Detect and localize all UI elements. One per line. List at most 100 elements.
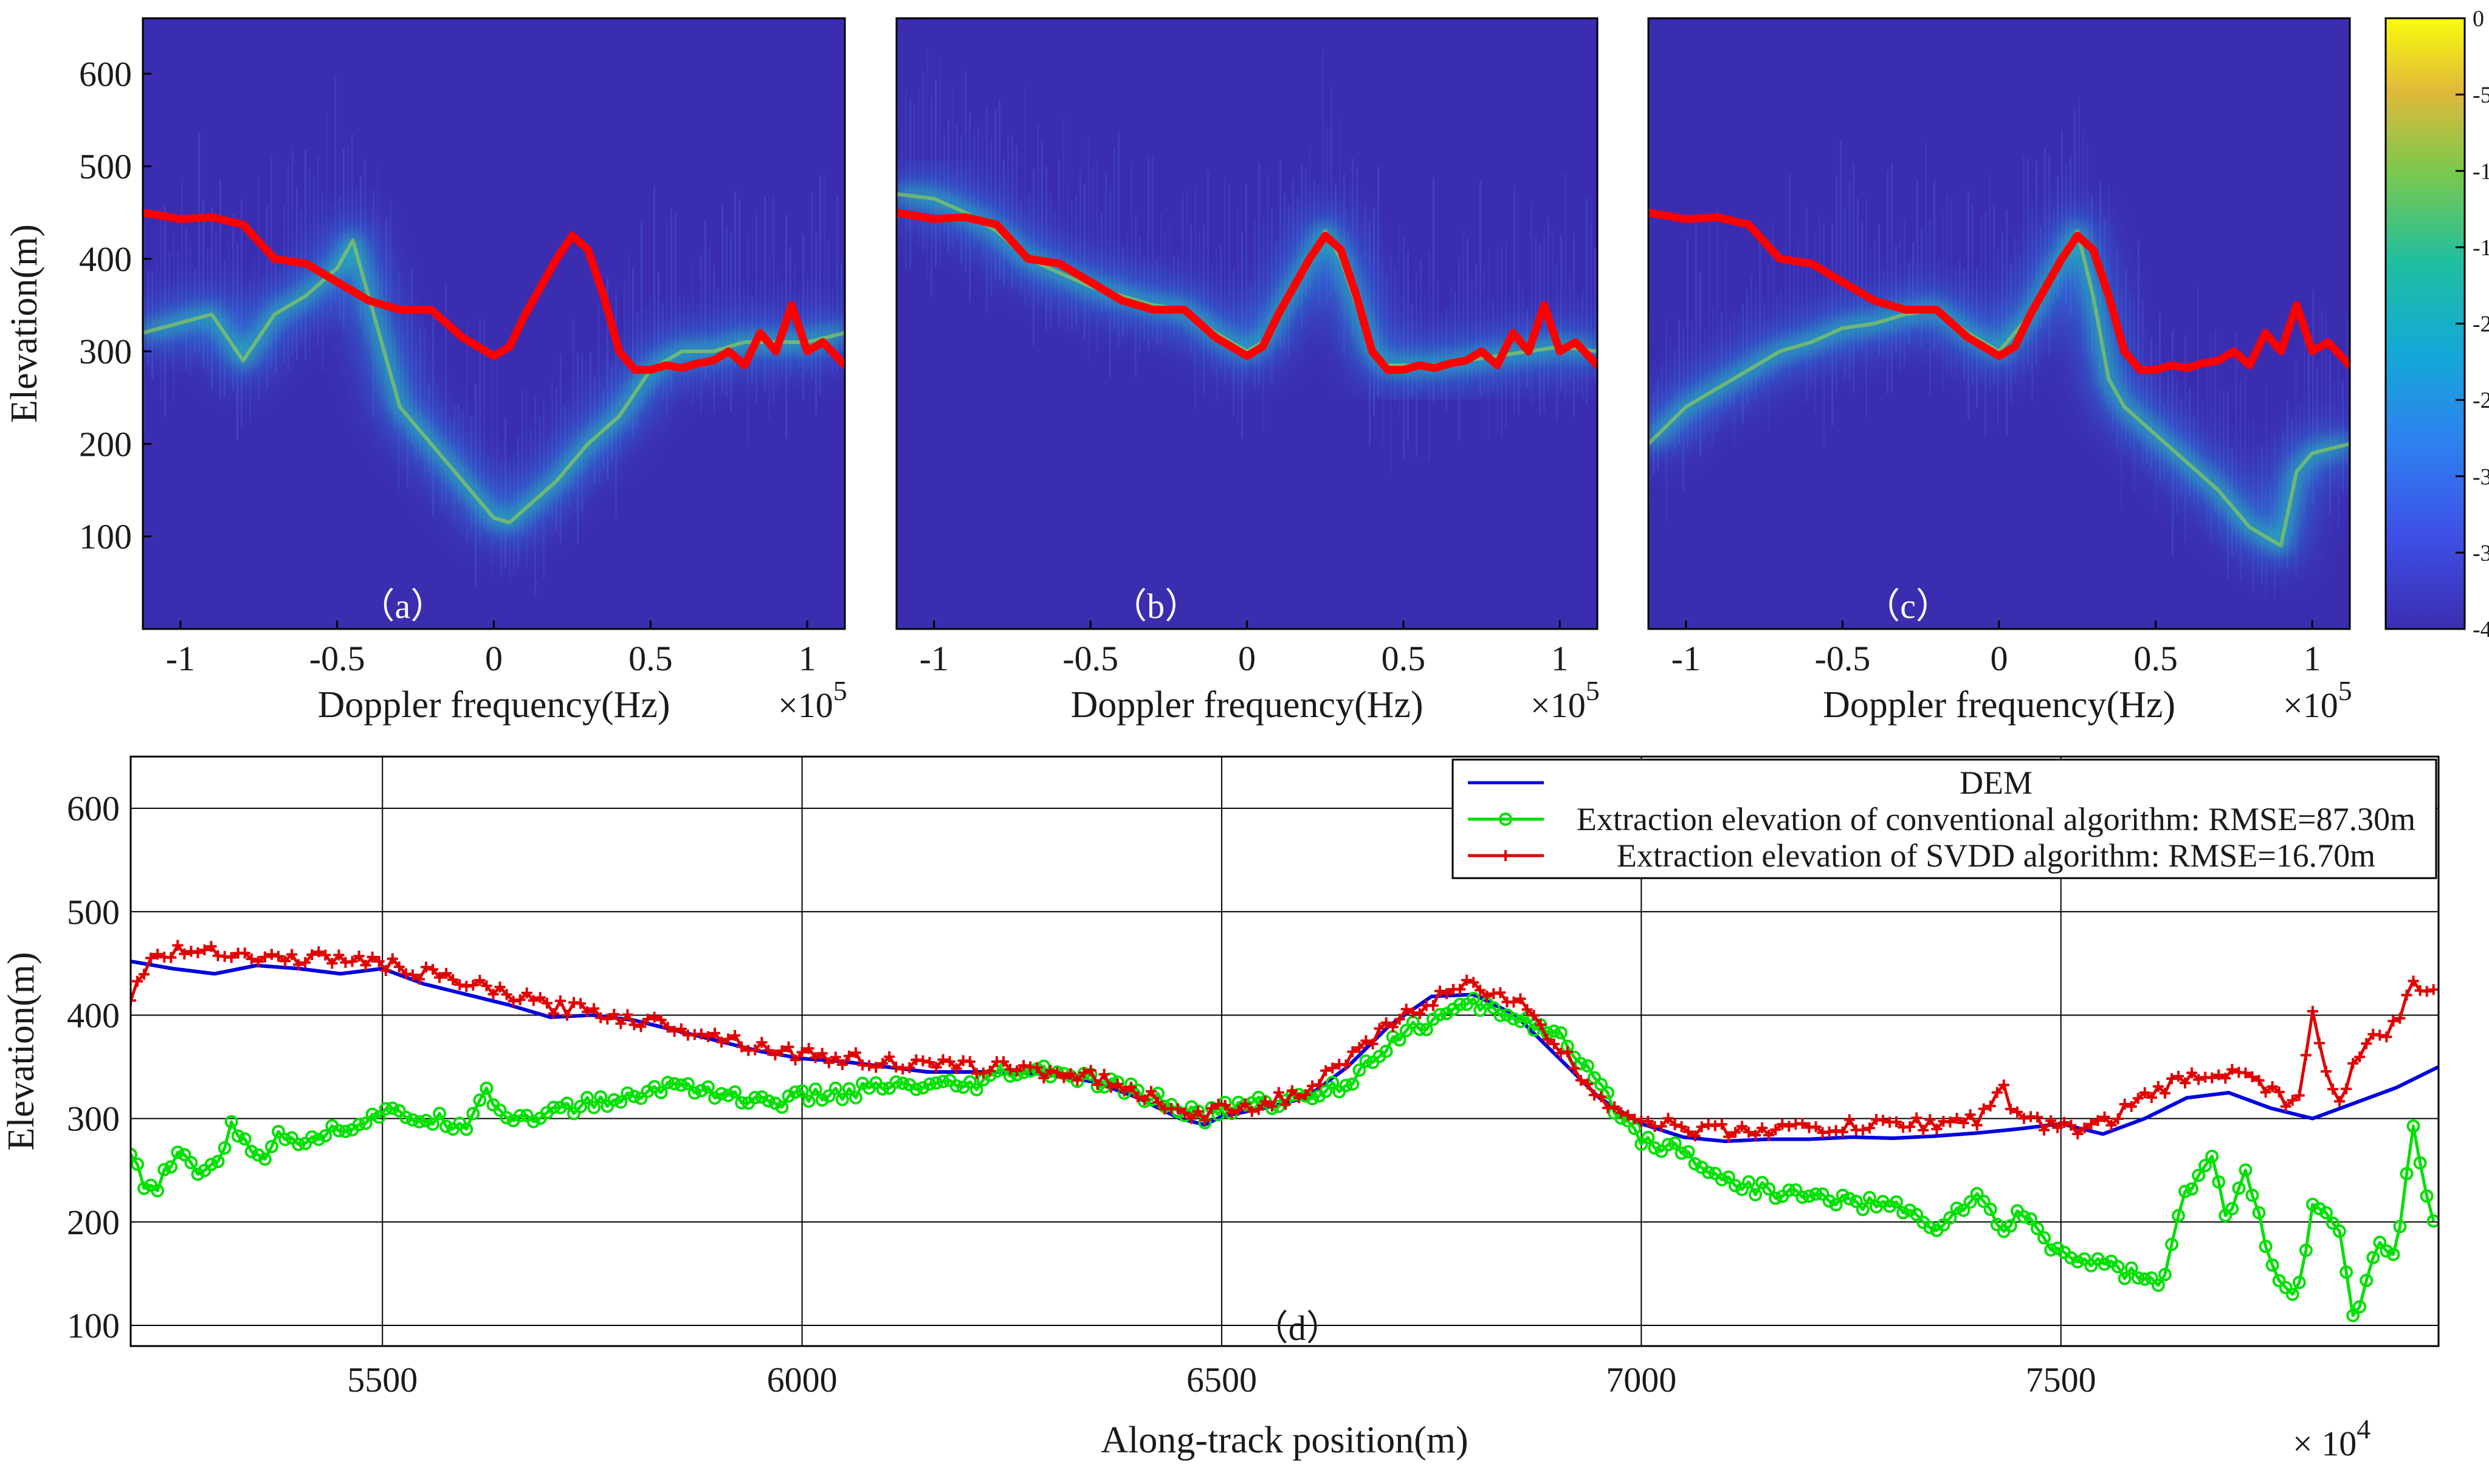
series-point (931, 1062, 942, 1073)
heatmap-streak (1454, 291, 1456, 376)
heatmap-streak (1543, 236, 1545, 411)
series-point (2011, 1106, 2023, 1118)
series-point (997, 1056, 1009, 1067)
colorbar-gradient (2384, 17, 2466, 630)
series-point (763, 1045, 774, 1056)
series-point (890, 1061, 902, 1073)
series-point (2380, 1244, 2394, 1258)
series-point (392, 1104, 406, 1118)
heatmap-streak (1687, 239, 1689, 447)
series-point (642, 1014, 653, 1025)
series-point (131, 1157, 145, 1171)
heatmap-streak (2236, 332, 2237, 551)
series-point (694, 1084, 708, 1098)
series-point (1307, 1080, 1318, 1091)
heatmap-streak (994, 109, 996, 280)
heatmap-streak (2219, 391, 2220, 532)
heatmap-streak (914, 105, 915, 222)
series-point (298, 1136, 312, 1150)
series-point (1193, 1106, 1204, 1118)
series-point (481, 980, 492, 992)
heatmap-streak (901, 123, 903, 212)
heatmap-streak (1870, 248, 1871, 338)
series-point (1983, 1202, 1997, 1216)
series-point (346, 956, 358, 967)
series-point (1413, 1022, 1427, 1036)
series-point (2373, 1235, 2387, 1249)
series-point (1721, 1170, 1735, 1184)
series-point (755, 1090, 769, 1104)
heatmap-streak (1853, 163, 1854, 394)
series-point (2400, 1167, 2414, 1181)
heatmap-streak (726, 227, 728, 397)
series-point (1770, 1124, 1782, 1135)
heatmap-streak (1394, 266, 1396, 403)
series-point (2226, 1063, 2238, 1075)
series-point (2273, 1086, 2285, 1098)
series-point (393, 961, 405, 973)
series-point (1266, 1101, 1278, 1112)
colorbar-tick-label: -30 (2473, 464, 2489, 490)
heatmap-ridge-core (143, 238, 845, 524)
series-point (1367, 1038, 1379, 1049)
series-point (1306, 1091, 1320, 1105)
series-point (896, 1076, 910, 1090)
series-point (2279, 1280, 2293, 1294)
heatmap-streak (270, 157, 272, 370)
series-point (1112, 1078, 1123, 1090)
heatmap-streak (1450, 284, 1451, 374)
series-point (702, 1031, 714, 1042)
series-point (1555, 1048, 1566, 1059)
series-point (494, 981, 506, 993)
series-point (1769, 1191, 1783, 1205)
series-point (157, 1163, 171, 1177)
heatmap-streak (2325, 315, 2327, 466)
series-point (521, 987, 532, 998)
series-point (1829, 1198, 1843, 1212)
heatmap-streak (2167, 358, 2169, 469)
series-point (1354, 1042, 1365, 1053)
series-point (199, 944, 210, 956)
series-point (1862, 1190, 1876, 1204)
series-point (1957, 1203, 1971, 1217)
series-point (1802, 1189, 1816, 1203)
series-point (828, 1081, 842, 1095)
series-point (1535, 1019, 1546, 1030)
x-tick-label: -1 (920, 639, 949, 678)
series-point (1588, 1090, 1600, 1101)
series-point (2037, 1231, 2051, 1245)
heatmap-streak (1980, 217, 1982, 379)
series-point (419, 1113, 433, 1127)
heatmap-streak (1921, 227, 1923, 348)
series-point (501, 989, 512, 1000)
series-point (1327, 1062, 1338, 1074)
series-point (2078, 1252, 2091, 1266)
series-point (1743, 1126, 1755, 1138)
heatmap-streak (1751, 275, 1752, 392)
x-tick-label: 0 (1991, 639, 2008, 678)
series-point (2353, 1300, 2367, 1314)
series-point (802, 1094, 816, 1108)
heatmap-streak (1530, 202, 1532, 405)
heatmap-background (897, 18, 1597, 629)
series-point (1473, 1003, 1487, 1017)
series-point (131, 995, 136, 1006)
series-point (1393, 1033, 1406, 1047)
series-point (2159, 1087, 2171, 1099)
series-point (1468, 977, 1479, 988)
heatmap-streak (1190, 222, 1192, 353)
series-point (2394, 1012, 2406, 1024)
series-point (1777, 1119, 1788, 1130)
series-point (1052, 1067, 1063, 1079)
heatmap-streak (1535, 236, 1537, 368)
series-point (889, 1075, 903, 1089)
series-point (560, 1096, 574, 1110)
series-point (634, 1091, 648, 1105)
series-point (1757, 1122, 1768, 1134)
heatmap-streak (1844, 208, 1846, 379)
series-point (1547, 1024, 1561, 1038)
heatmap-streak (1950, 199, 1952, 379)
heatmap-streak (424, 328, 425, 476)
series-point (1206, 1102, 1217, 1114)
